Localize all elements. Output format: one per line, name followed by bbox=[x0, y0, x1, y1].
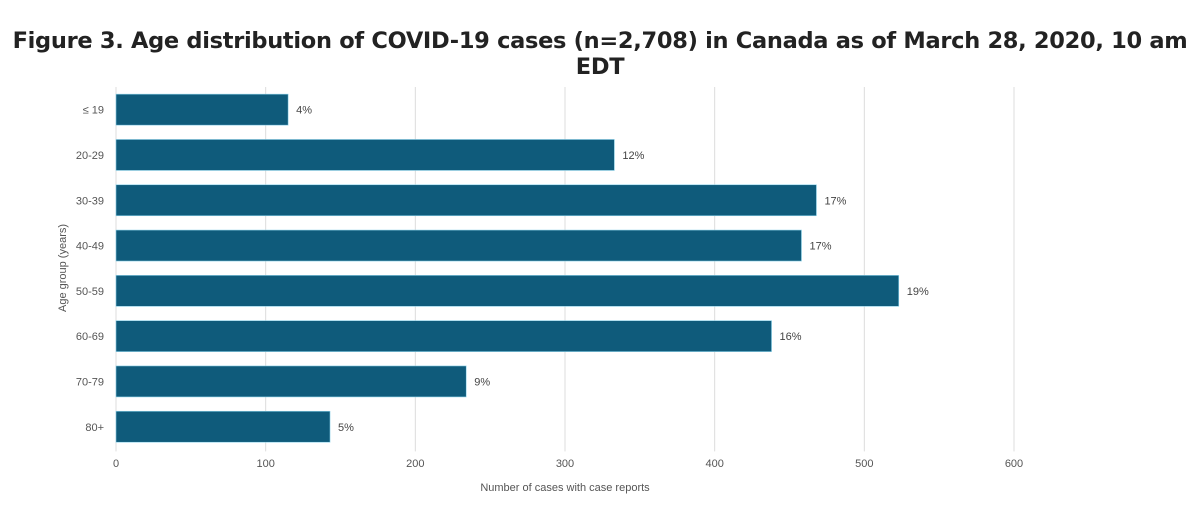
chart-title: Figure 3. Age distribution of COVID-19 c… bbox=[12, 28, 1188, 80]
data-label: 4% bbox=[296, 105, 312, 117]
y-tick-label: 50-59 bbox=[76, 286, 104, 298]
bar bbox=[115, 365, 467, 398]
x-tick-label: 0 bbox=[113, 458, 119, 470]
y-axis-label: Age group (years) bbox=[57, 224, 69, 312]
x-tick-label: 200 bbox=[406, 458, 424, 470]
y-tick-label: 30-39 bbox=[76, 195, 104, 207]
bar bbox=[115, 139, 615, 171]
x-tick-label: 500 bbox=[855, 458, 873, 470]
bar bbox=[115, 410, 331, 443]
data-label: 17% bbox=[824, 195, 846, 207]
x-tick-label: 400 bbox=[705, 458, 723, 470]
bar bbox=[115, 93, 289, 126]
data-label: 12% bbox=[622, 150, 644, 162]
x-axis-label: Number of cases with case reports bbox=[480, 482, 650, 494]
y-tick-label: 70-79 bbox=[76, 376, 104, 388]
data-label: 5% bbox=[338, 422, 354, 434]
y-tick-label: 20-29 bbox=[76, 150, 104, 162]
data-label: 17% bbox=[809, 241, 831, 253]
bar bbox=[115, 320, 772, 352]
x-tick-label: 600 bbox=[1005, 458, 1023, 470]
bar bbox=[115, 275, 900, 307]
bar bbox=[115, 229, 802, 262]
data-label: 9% bbox=[474, 376, 490, 388]
y-tick-label: 60-69 bbox=[76, 331, 104, 343]
y-tick-label: 80+ bbox=[85, 422, 104, 434]
bar bbox=[115, 184, 817, 217]
y-tick-label: 40-49 bbox=[76, 241, 104, 253]
data-label: 16% bbox=[780, 331, 802, 343]
x-tick-label: 300 bbox=[556, 458, 574, 470]
y-tick-label: ≤ 19 bbox=[83, 105, 104, 117]
x-tick-label: 100 bbox=[256, 458, 274, 470]
data-label: 19% bbox=[907, 286, 929, 298]
